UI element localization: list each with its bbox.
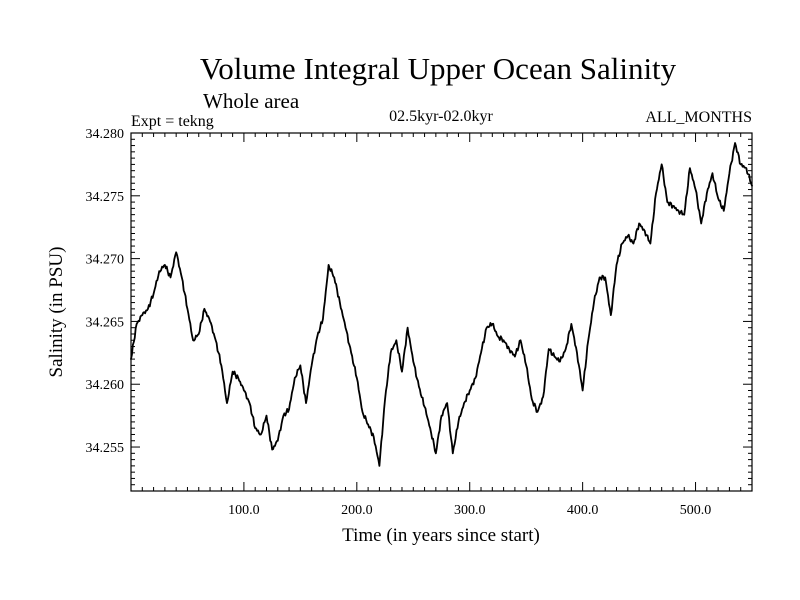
x-tick-label: 300.0 xyxy=(454,503,486,518)
chart-subtitle: Whole area xyxy=(203,89,300,113)
y-tick-label: 34.265 xyxy=(86,315,125,330)
y-tick-label: 34.275 xyxy=(86,190,125,205)
time-range-label: 02.5kyr-02.0kyr xyxy=(389,108,493,125)
salinity-series-line xyxy=(130,142,753,467)
experiment-label: Expt = tekng xyxy=(131,113,214,130)
y-tick-labels: 34.255 34.260 34.265 34.270 34.275 34.280 xyxy=(86,127,125,456)
x-tick-label: 500.0 xyxy=(680,503,712,518)
x-tick-label: 200.0 xyxy=(341,503,373,518)
x-tick-label: 400.0 xyxy=(567,503,599,518)
major-ticks xyxy=(131,132,752,491)
y-tick-label: 34.280 xyxy=(86,127,125,142)
x-tick-label: 100.0 xyxy=(228,503,260,518)
plot-frame xyxy=(130,132,753,492)
y-tick-label: 34.270 xyxy=(86,253,125,268)
y-axis-title: Salinity (in PSU) xyxy=(46,247,67,378)
y-tick-label: 34.255 xyxy=(86,441,125,456)
months-label: ALL_MONTHS xyxy=(645,109,752,126)
minor-ticks xyxy=(131,133,752,491)
y-tick-label: 34.260 xyxy=(86,378,125,393)
chart-title: Volume Integral Upper Ocean Salinity xyxy=(200,51,677,86)
x-tick-labels: 100.0 200.0 300.0 400.0 500.0 xyxy=(228,503,711,518)
x-axis-title: Time (in years since start) xyxy=(342,525,540,546)
